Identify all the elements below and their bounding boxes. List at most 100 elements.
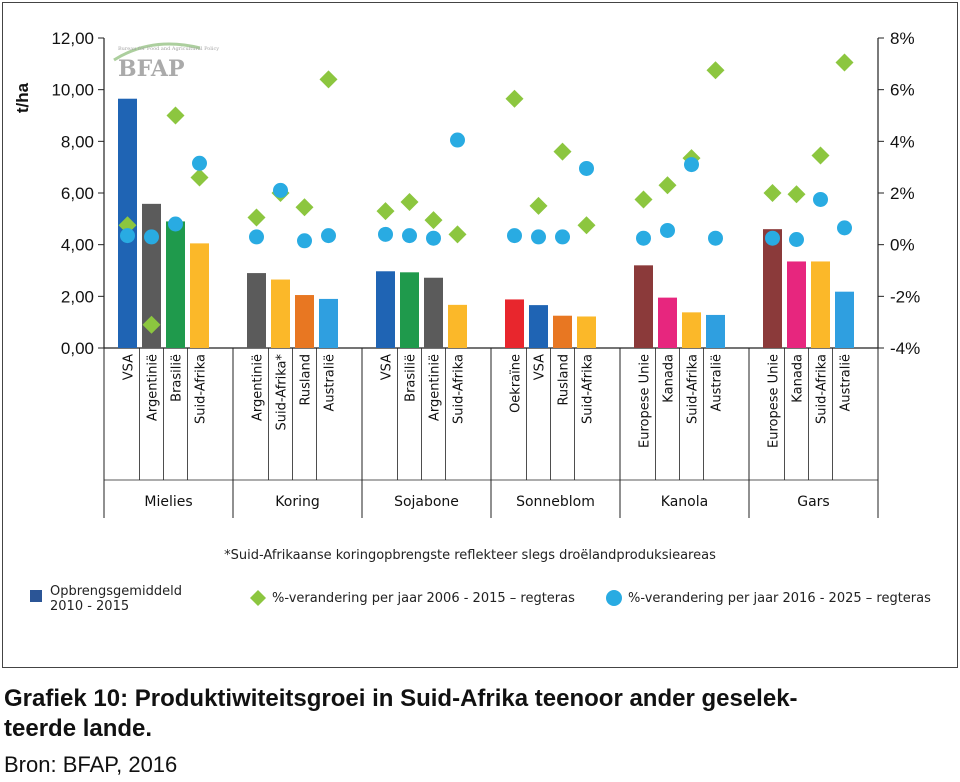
y-tick-label: 8,00 [61, 132, 94, 151]
circle-marker [273, 182, 288, 198]
circle-marker [168, 216, 183, 232]
circle-marker [813, 191, 828, 207]
group-label: Sonneblom [516, 494, 595, 510]
group-label: Gars [797, 494, 829, 510]
country-label: Australië [710, 354, 725, 412]
y2-tick-label: -4% [890, 339, 920, 358]
country-label: Australië [839, 354, 854, 412]
country-label: Rusland [299, 354, 314, 406]
circle-marker [321, 228, 336, 244]
legend-circle-swatch [606, 590, 622, 606]
country-label: Suid-Afrika* [275, 354, 290, 431]
circle-marker [378, 226, 393, 242]
diamond-marker [553, 142, 572, 161]
y2-tick-label: 8% [890, 29, 915, 48]
circle-marker [192, 155, 207, 171]
bar [400, 272, 419, 348]
diamond-marker [448, 225, 467, 244]
diamond-marker [529, 196, 548, 215]
labels-layer: 0,00 2,00 4,00 6,00 8,00 10,00 12,00 -4% -2% 0% 2%… [51, 29, 920, 510]
chart-frame: Bureau for Food and Agricultural Policy … [2, 2, 958, 668]
bar [295, 295, 314, 348]
group-label: Kanola [661, 494, 708, 510]
bar [529, 305, 548, 348]
diamond-marker [658, 176, 677, 195]
diamond-marker [424, 211, 443, 230]
country-label: Suid-Afrika [581, 354, 596, 424]
country-label: Kanada [791, 354, 806, 403]
diamond-marker [142, 315, 161, 334]
country-label: VSA [533, 354, 548, 380]
circle-marker [660, 222, 675, 238]
bar [271, 279, 290, 348]
y2-tick-label: 2% [890, 184, 915, 203]
legend-diamond-label: %-verandering per jaar 2006 - 2015 – reg… [272, 591, 575, 606]
y-tick-label: 12,00 [51, 29, 94, 48]
diamond-marker [787, 185, 806, 204]
bar [682, 312, 701, 348]
bar [835, 291, 854, 348]
y-tick-label: 10,00 [51, 81, 94, 100]
country-label: Europese Unie [767, 354, 782, 448]
country-label: Argentinië [428, 354, 443, 421]
country-label: Australië [323, 354, 338, 412]
chart-svg: Bureau for Food and Agricultural Policy … [2, 2, 958, 668]
diamond-marker [376, 202, 395, 221]
caption-title-line1: Grafiek 10: Produktiwiteitsgroei in Suid… [4, 685, 798, 712]
bar [505, 299, 524, 348]
country-label: Suid-Afrika [194, 354, 209, 424]
bar [787, 261, 806, 348]
diamond-marker [763, 184, 782, 202]
group-label: Koring [275, 494, 319, 510]
bar [763, 229, 782, 348]
group-label: Sojabone [394, 494, 459, 510]
circle-marker [402, 228, 417, 244]
bar [658, 297, 677, 348]
bar [319, 298, 338, 348]
bfap-logo-text: BFAP [118, 56, 185, 82]
diamond-marker [577, 216, 596, 235]
axes-layer [98, 37, 884, 518]
legend-circle-label: %-verandering per jaar 2016 - 2025 – reg… [628, 591, 931, 606]
diamond-marker [811, 146, 830, 165]
country-label: Brasilië [404, 354, 419, 402]
diamond-marker [505, 89, 524, 108]
circle-marker [789, 232, 804, 247]
y-tick-label: 4,00 [61, 236, 94, 255]
circle-marker [120, 228, 135, 244]
country-label: Rusland [557, 354, 572, 406]
markers-layer [118, 53, 854, 334]
diamond-marker [835, 53, 854, 72]
legend-bar-label-line2: 2010 - 2015 [50, 599, 129, 614]
country-label: Suid-Afrika [815, 354, 830, 424]
diamond-marker [295, 198, 314, 217]
legend-diamond-swatch [250, 590, 266, 606]
bar [190, 243, 209, 348]
y-tick-label: 6,00 [61, 184, 94, 203]
country-label: VSA [122, 354, 137, 380]
y-tick-label: 0,00 [61, 339, 94, 358]
country-label: Oekraïne [509, 354, 524, 413]
circle-marker [507, 228, 522, 244]
bfap-logo: Bureau for Food and Agricultural Policy … [113, 42, 219, 82]
bar [448, 304, 467, 348]
y2-tick-label: 4% [890, 132, 915, 151]
bar [166, 221, 185, 348]
circle-marker [765, 230, 780, 246]
circle-marker [684, 157, 699, 173]
diamond-marker [190, 168, 209, 187]
circle-marker [555, 229, 570, 245]
circle-marker [297, 233, 312, 249]
bar [424, 277, 443, 348]
circle-marker [249, 229, 264, 245]
diamond-marker [166, 106, 185, 125]
diamond-marker [247, 208, 266, 227]
bar [553, 315, 572, 348]
country-label: VSA [380, 354, 395, 380]
legend-bar-swatch [30, 590, 42, 602]
y-axis-label: t/ha [13, 82, 32, 113]
circle-marker [531, 229, 546, 245]
y2-tick-label: 6% [890, 81, 915, 100]
circle-marker [450, 132, 465, 148]
footnote: *Suid-Afrikaanse koringopbrengste reflek… [224, 548, 716, 563]
